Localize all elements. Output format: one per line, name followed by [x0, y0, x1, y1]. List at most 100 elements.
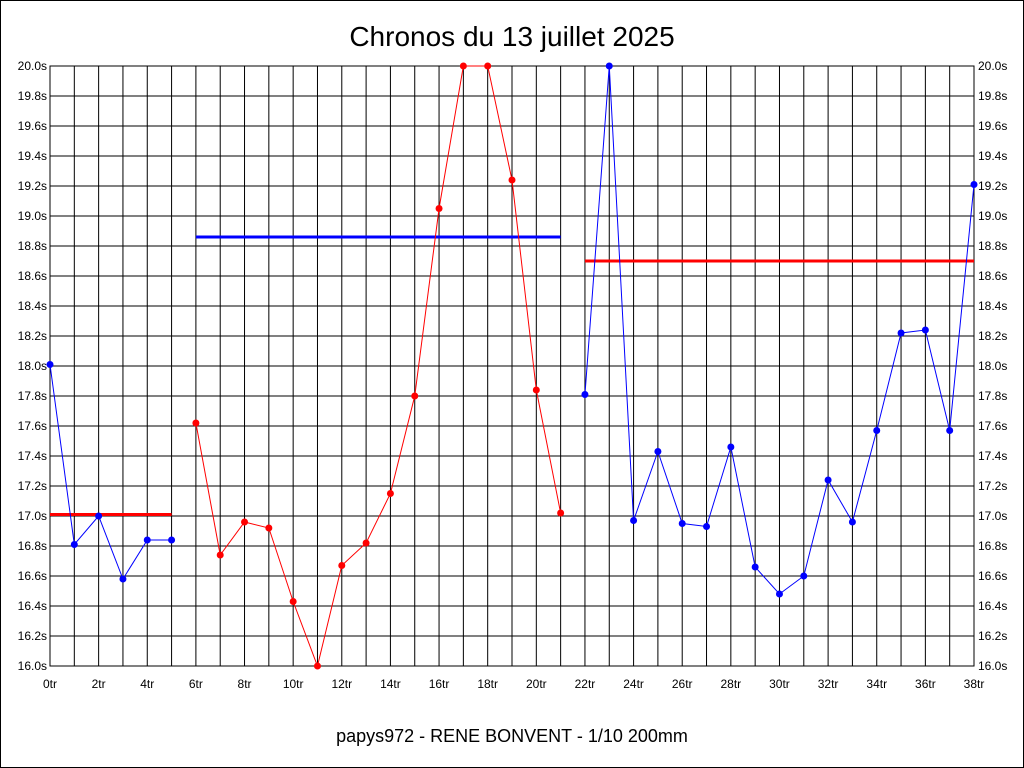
data-point [362, 539, 370, 547]
y-tick-label-right: 16.8s [978, 539, 1007, 553]
data-point [216, 551, 224, 559]
x-tick-label: 18tr [477, 677, 498, 691]
data-point [970, 181, 978, 188]
y-tick-label-right: 19.4s [978, 149, 1007, 163]
y-tick-label-right: 18.2s [978, 329, 1007, 343]
y-tick-label-left: 18.8s [18, 239, 47, 253]
data-point [727, 443, 735, 451]
data-point [581, 391, 589, 398]
y-tick-label-right: 17.8s [978, 389, 1007, 403]
data-point [873, 427, 881, 434]
series-2 [192, 62, 565, 670]
data-point [897, 329, 905, 337]
data-point [70, 541, 78, 548]
data-point [313, 662, 321, 670]
y-tick-label-left: 19.6s [18, 119, 47, 133]
x-tick-label: 16tr [429, 677, 450, 691]
data-point [532, 386, 540, 394]
x-tick-label: 24tr [623, 677, 644, 691]
x-tick-label: 20tr [526, 677, 547, 691]
y-tick-label-right: 18.4s [978, 299, 1007, 313]
data-point [95, 512, 103, 520]
data-point [289, 598, 297, 605]
x-tick-label: 34tr [866, 677, 887, 691]
chart-footer: papys972 - RENE BONVENT - 1/10 200mm [336, 726, 688, 746]
y-tick-label-right: 18.6s [978, 269, 1007, 283]
x-tick-label: 2tr [92, 677, 106, 691]
data-point [192, 419, 200, 427]
y-tick-label-left: 18.0s [18, 359, 47, 373]
y-tick-label-right: 17.0s [978, 509, 1007, 523]
y-tick-label-left: 19.8s [18, 89, 47, 103]
series-line [49, 364, 172, 581]
data-point [678, 520, 686, 527]
y-tick-label-left: 18.4s [18, 299, 47, 313]
x-tick-labels: 0tr 2tr 4tr 6tr 8tr 10tr 12tr 14tr 16tr 18tr 20tr 2… [43, 677, 984, 691]
data-point [435, 205, 443, 212]
y-tick-label-left: 16.4s [18, 599, 47, 613]
data-point [143, 536, 151, 544]
x-tick-label: 4tr [140, 677, 154, 691]
y-tick-label-right: 16.6s [978, 569, 1007, 583]
y-tick-label-right: 16.2s [978, 629, 1007, 643]
x-tick-label: 30tr [769, 677, 790, 691]
data-point [386, 490, 394, 497]
y-tick-label-right: 19.8s [978, 89, 1007, 103]
data-point [605, 62, 613, 70]
y-tick-label-right: 19.6s [978, 119, 1007, 133]
y-tick-label-right: 16.0s [978, 659, 1007, 673]
data-point [848, 518, 856, 526]
data-point [338, 562, 346, 569]
data-point [946, 427, 954, 434]
y-tick-label-left: 17.2s [18, 479, 47, 493]
y-tick-label-right: 18.8s [978, 239, 1007, 253]
data-point [119, 575, 127, 583]
data-point [168, 536, 176, 544]
data-point [921, 326, 929, 334]
y-tick-label-right: 17.6s [978, 419, 1007, 433]
y-tick-labels-left: 16.0s 16.2s 16.4s 16.6s 16.8s 17.0s 17.2s 17.4s… [18, 59, 47, 673]
x-tick-label: 22tr [575, 677, 596, 691]
y-tick-label-right: 17.2s [978, 479, 1007, 493]
data-point [46, 361, 54, 368]
y-tick-label-left: 17.0s [18, 509, 47, 523]
data-point [484, 62, 492, 70]
x-tick-label: 32tr [818, 677, 839, 691]
series-group [46, 62, 978, 670]
y-tick-label-left: 19.2s [18, 179, 47, 193]
y-tick-label-left: 19.0s [18, 209, 47, 223]
x-tick-label: 0tr [43, 677, 57, 691]
x-tick-label: 28tr [720, 677, 741, 691]
data-point [654, 448, 662, 455]
y-tick-label-left: 20.0s [18, 59, 47, 73]
grid [49, 65, 975, 667]
data-point [265, 524, 273, 532]
y-tick-label-left: 17.4s [18, 449, 47, 463]
y-tick-label-left: 19.4s [18, 149, 47, 163]
x-tick-label: 26tr [672, 677, 693, 691]
x-tick-label: 38tr [964, 677, 985, 691]
x-tick-label: 10tr [283, 677, 304, 691]
data-point [775, 590, 783, 598]
y-tick-label-right: 18.0s [978, 359, 1007, 373]
y-tick-label-left: 18.6s [18, 269, 47, 283]
x-tick-label: 12tr [331, 677, 352, 691]
y-tick-label-left: 17.8s [18, 389, 47, 403]
y-tick-label-left: 16.6s [18, 569, 47, 583]
data-point [459, 62, 467, 70]
series-3 [581, 62, 978, 598]
y-tick-label-right: 19.2s [978, 179, 1007, 193]
data-point [824, 476, 832, 484]
y-tick-label-right: 17.4s [978, 449, 1007, 463]
x-tick-label: 36tr [915, 677, 936, 691]
y-tick-label-left: 17.6s [18, 419, 47, 433]
data-point [703, 523, 711, 530]
data-point [241, 518, 249, 526]
data-point [630, 517, 638, 524]
y-tick-labels-right: 16.0s 16.2s 16.4s 16.6s 16.8s 17.0s 17.2s 17.4s… [978, 59, 1007, 673]
data-point [751, 563, 759, 571]
data-point [508, 176, 516, 184]
series-1 [46, 361, 176, 583]
data-point [557, 509, 565, 517]
